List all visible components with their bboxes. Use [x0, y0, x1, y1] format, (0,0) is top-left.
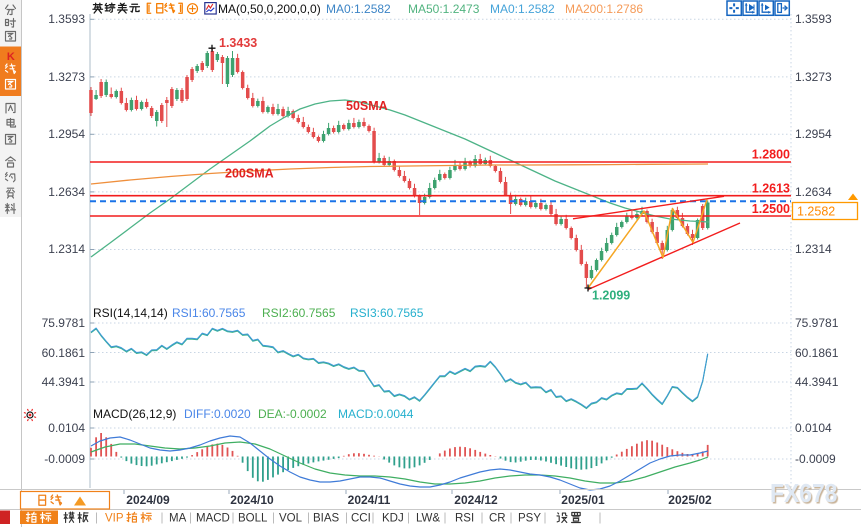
svg-text:KDJ: KDJ	[382, 513, 404, 525]
svg-text:LW&: LW&	[416, 513, 440, 525]
svg-text:1.2800: 1.2800	[752, 148, 790, 162]
svg-text:RSI: RSI	[455, 513, 474, 525]
svg-text:CCI: CCI	[351, 513, 371, 525]
svg-text:200SMA: 200SMA	[225, 167, 274, 181]
svg-text:BOLL: BOLL	[238, 513, 268, 525]
svg-text:1.2099: 1.2099	[592, 289, 630, 303]
svg-text:PSY: PSY	[518, 513, 541, 525]
svg-text:MACD: MACD	[196, 513, 230, 525]
svg-text:1.2500: 1.2500	[752, 202, 790, 216]
svg-text:50SMA: 50SMA	[346, 99, 388, 113]
svg-text:K: K	[7, 51, 15, 63]
svg-text:1.2613: 1.2613	[752, 182, 790, 196]
svg-text:VIP: VIP	[105, 513, 124, 525]
svg-text:VOL: VOL	[279, 513, 303, 525]
svg-text:1.2582: 1.2582	[797, 205, 835, 219]
svg-text:BIAS: BIAS	[313, 513, 340, 525]
svg-text:CR: CR	[489, 513, 506, 525]
svg-text:MA: MA	[169, 513, 187, 525]
svg-text:1.3433: 1.3433	[219, 36, 257, 50]
